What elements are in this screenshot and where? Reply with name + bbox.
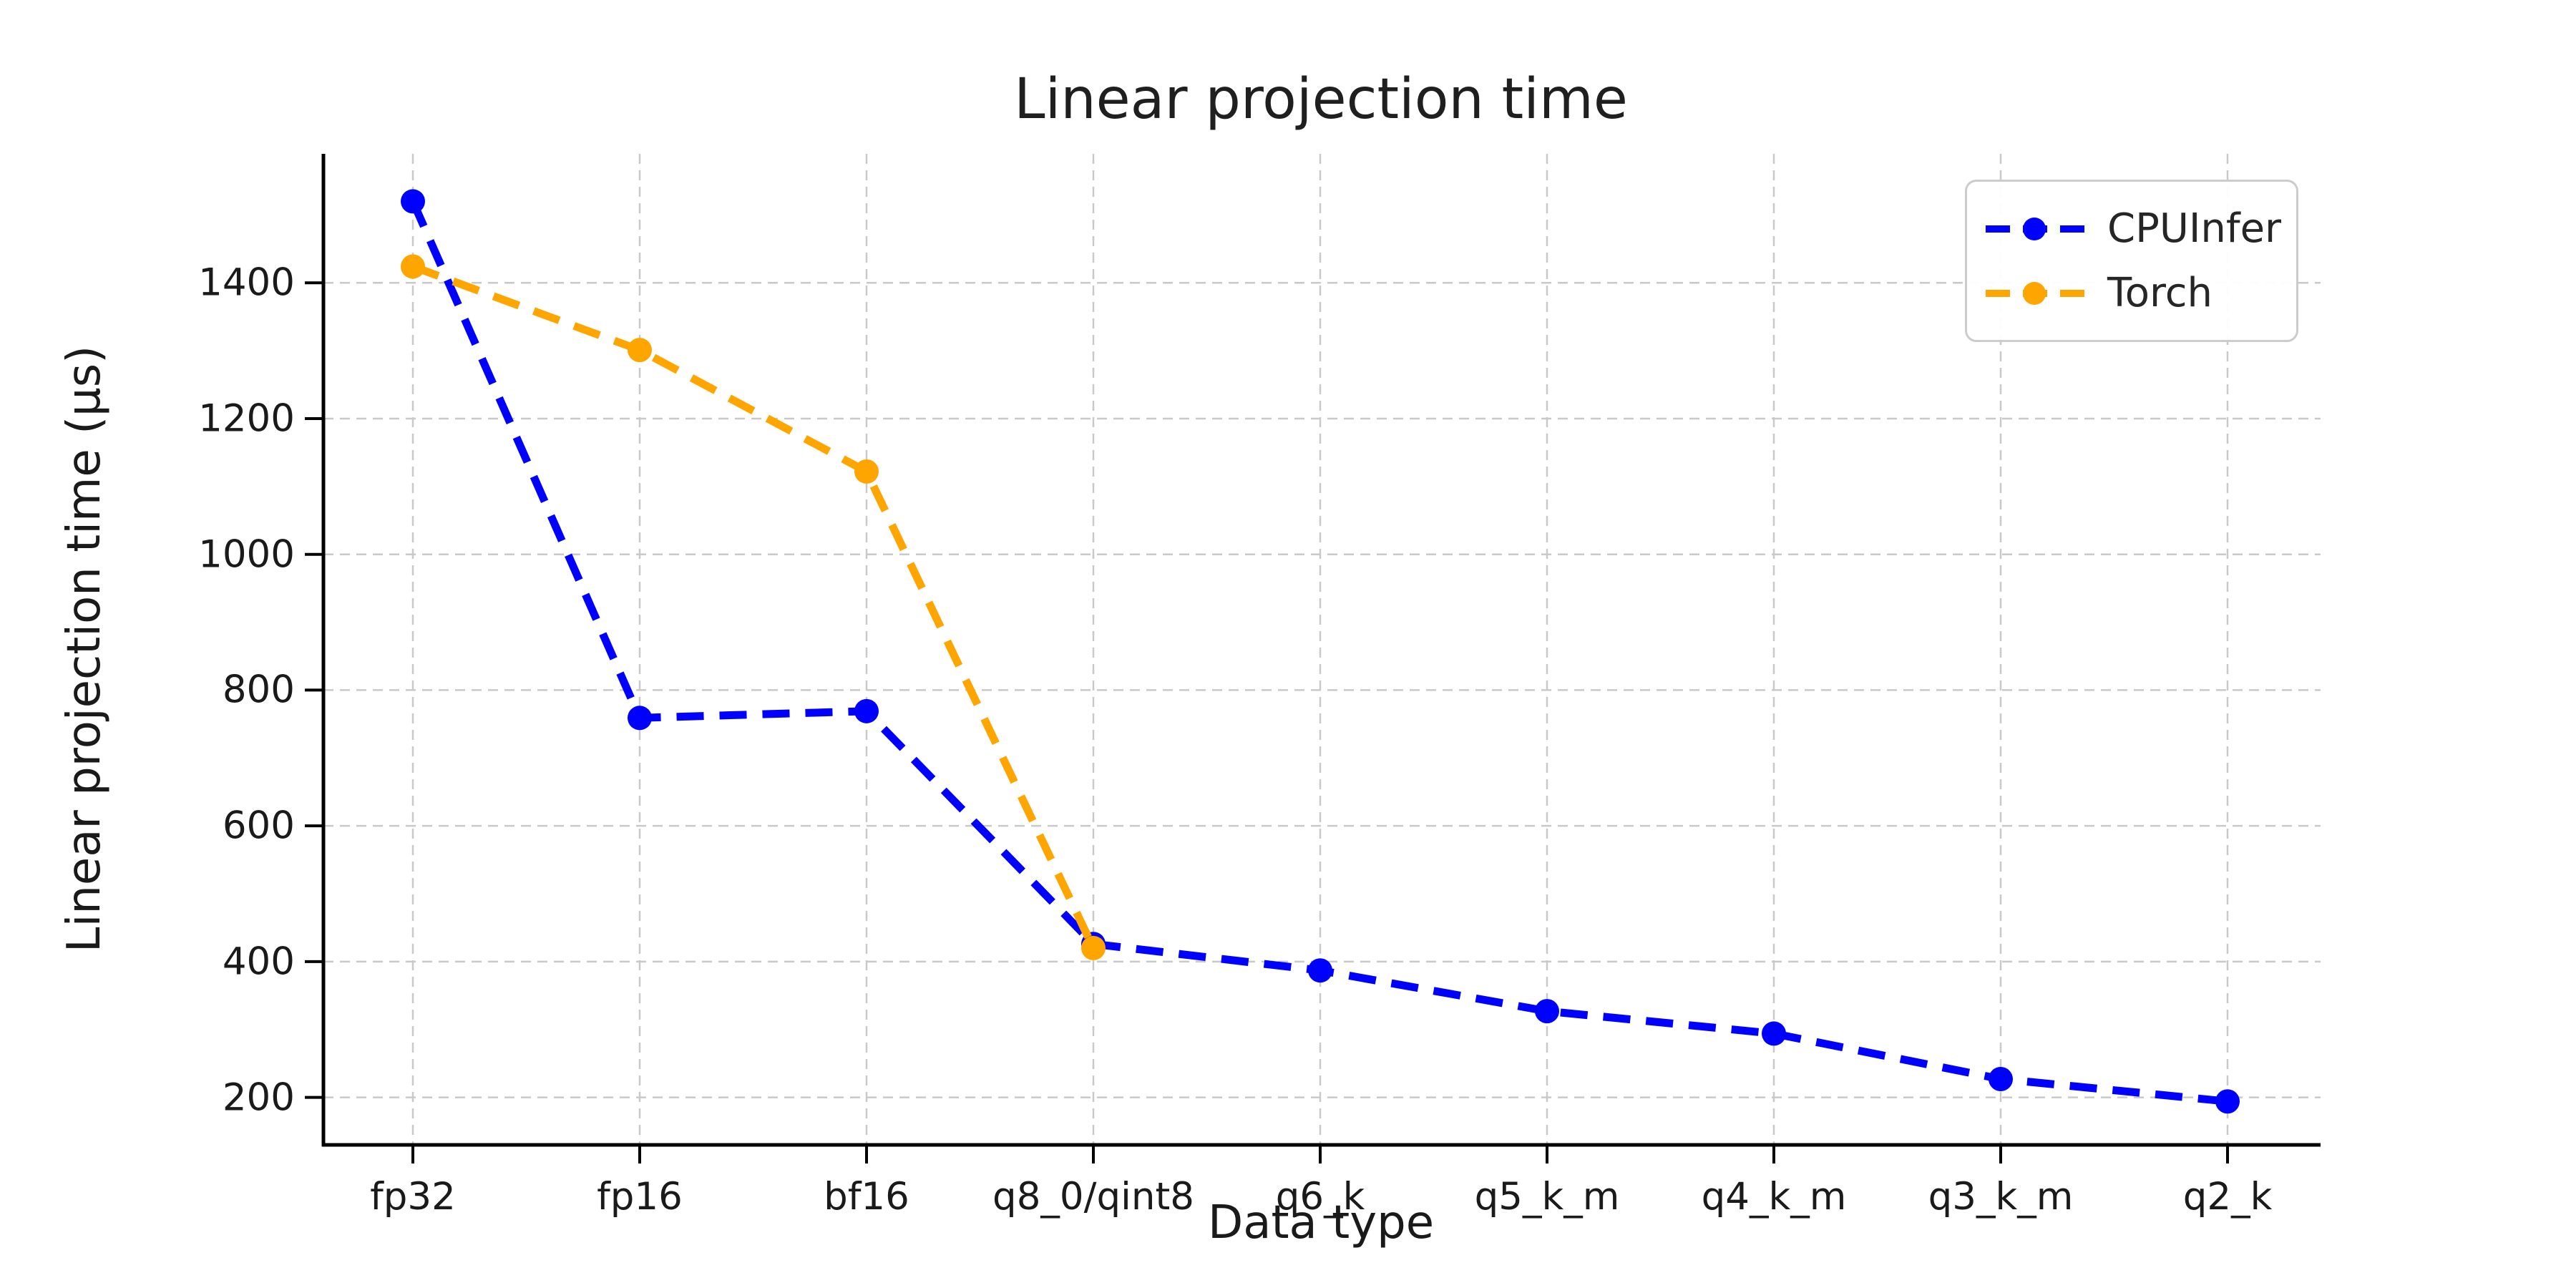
cpuinfer-data-point-marker <box>854 698 879 723</box>
cpuinfer-data-point-marker <box>401 189 425 214</box>
torch-data-point-marker <box>628 338 652 363</box>
legend-label-torch: Torch <box>2107 270 2213 316</box>
x-tick-label: fp16 <box>597 1175 683 1219</box>
cpuinfer-data-point-marker <box>1535 999 1559 1024</box>
y-tick-label: 600 <box>222 804 295 848</box>
torch-line-sample <box>1986 281 2087 305</box>
x-tick-label: fp32 <box>370 1175 456 1219</box>
y-tick-label: 200 <box>222 1075 295 1120</box>
y-tick-label: 400 <box>222 940 295 984</box>
legend-item-cpuinfer: CPUInfer <box>1967 205 2296 252</box>
cpuinfer-data-point-marker <box>1308 958 1332 983</box>
cpuinfer-data-point-marker <box>1989 1066 2013 1091</box>
x-axis-label: Data type <box>1207 1196 1435 1249</box>
cpuinfer-data-point-marker <box>2215 1089 2240 1114</box>
cpuinfer-data-point-marker <box>628 706 652 731</box>
torch-line <box>411 263 1097 950</box>
y-axis-label: Linear projection time (μs) <box>58 345 111 953</box>
torch-data-point-marker <box>401 254 425 279</box>
x-tick-label: q4_k_m <box>1701 1175 1847 1219</box>
legend-label-cpuinfer: CPUInfer <box>2107 205 2282 252</box>
torch-data-point-marker <box>1081 935 1106 960</box>
cpuinfer-sample-marker <box>2023 217 2046 240</box>
torch-sample-marker <box>2023 281 2046 305</box>
y-tick-label: 800 <box>222 668 295 712</box>
legend: CPUInfer Torch <box>1965 180 2298 342</box>
x-tick-label: q5_k_m <box>1474 1175 1620 1219</box>
cpuinfer-line-sample <box>1986 217 2087 240</box>
x-tick-label: q2_k <box>2182 1175 2273 1219</box>
y-tick-label: 1400 <box>198 260 295 305</box>
cpuinfer-data-point-marker <box>1762 1021 1786 1046</box>
y-tick-label: 1000 <box>198 532 295 577</box>
torch-data-point-marker <box>854 459 879 484</box>
x-tick-label: q6_k <box>1275 1175 1365 1219</box>
legend-item-torch: Torch <box>1967 270 2296 316</box>
x-tick-label: q3_k_m <box>1928 1175 2074 1219</box>
x-tick-label: q8_0/qint8 <box>992 1175 1194 1219</box>
y-tick-label: 1200 <box>198 396 295 441</box>
x-tick-label: bf16 <box>824 1175 909 1219</box>
chart-title: Linear projection time <box>1014 67 1628 132</box>
